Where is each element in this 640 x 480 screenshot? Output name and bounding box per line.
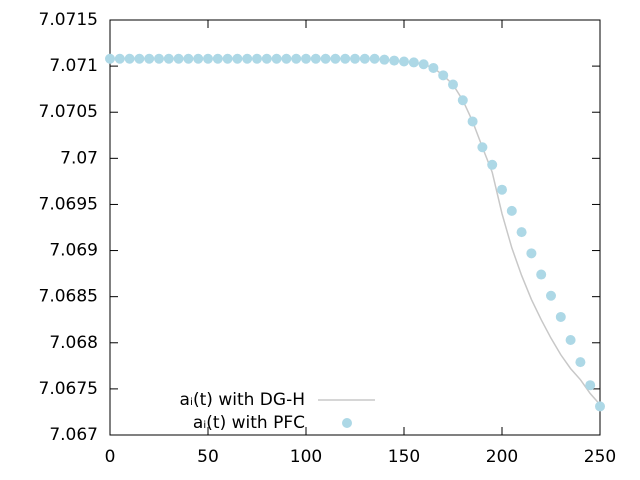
data-point <box>369 53 380 64</box>
data-point <box>575 357 586 368</box>
data-point <box>330 53 341 64</box>
data-point <box>183 53 194 64</box>
data-point <box>350 53 360 64</box>
x-tick-label: 200 <box>486 447 518 467</box>
data-point <box>448 79 458 90</box>
data-point <box>379 54 390 65</box>
legend-label: aᵢ(t) with PFC <box>193 413 305 433</box>
data-point <box>526 248 537 259</box>
data-point <box>340 53 351 64</box>
data-point <box>595 401 605 412</box>
y-tick-label: 7.068 <box>49 333 98 353</box>
legend-marker <box>342 418 352 428</box>
y-tick-label: 7.0705 <box>39 102 98 122</box>
y-tick-label: 7.07 <box>60 148 98 168</box>
data-point <box>477 142 488 153</box>
data-point <box>546 290 556 301</box>
data-point <box>163 53 174 64</box>
x-tick-label: 150 <box>388 447 420 467</box>
legend-label: aᵢ(t) with DG-H <box>180 390 305 410</box>
data-point <box>320 53 331 64</box>
data-point <box>310 53 321 64</box>
x-tick-label: 0 <box>105 447 116 467</box>
data-point <box>585 380 596 391</box>
data-point <box>114 53 125 64</box>
data-point <box>222 53 233 64</box>
y-tick-label: 7.0685 <box>39 287 98 307</box>
data-point <box>261 53 272 64</box>
data-point <box>252 53 262 64</box>
data-point <box>105 53 115 64</box>
data-point <box>144 53 155 64</box>
data-point <box>555 311 566 322</box>
x-tick-label: 100 <box>290 447 322 467</box>
y-tick-label: 7.071 <box>49 56 98 76</box>
data-point <box>154 53 164 64</box>
data-point <box>506 205 517 216</box>
data-point <box>124 53 135 64</box>
data-point <box>134 53 145 64</box>
data-point <box>212 53 223 64</box>
data-point <box>203 53 213 64</box>
y-tick-label: 7.067 <box>49 425 98 445</box>
plot-border <box>109 19 601 436</box>
y-tick-label: 7.0675 <box>39 379 98 399</box>
y-tick-label: 7.0715 <box>39 10 98 30</box>
data-point <box>516 227 527 238</box>
data-point <box>408 57 419 68</box>
data-point <box>438 70 449 81</box>
y-tick-label: 7.069 <box>49 241 98 261</box>
data-point <box>173 53 184 64</box>
data-point <box>359 53 370 64</box>
data-point <box>457 95 468 106</box>
data-point <box>399 56 409 67</box>
x-tick-label: 50 <box>197 447 219 467</box>
data-point <box>497 184 507 195</box>
data-point <box>301 53 311 64</box>
data-point <box>281 53 292 64</box>
data-point <box>487 159 498 170</box>
data-point <box>565 335 576 346</box>
data-point <box>291 53 302 64</box>
data-point <box>193 53 204 64</box>
x-tick-label: 250 <box>584 447 616 467</box>
data-point <box>389 55 400 66</box>
data-point <box>242 53 253 64</box>
data-point <box>428 62 439 73</box>
data-point <box>418 59 429 70</box>
data-point <box>467 116 478 127</box>
data-point <box>536 269 547 280</box>
data-point <box>271 53 282 64</box>
data-point <box>232 53 243 64</box>
y-tick-label: 7.0695 <box>39 194 98 214</box>
